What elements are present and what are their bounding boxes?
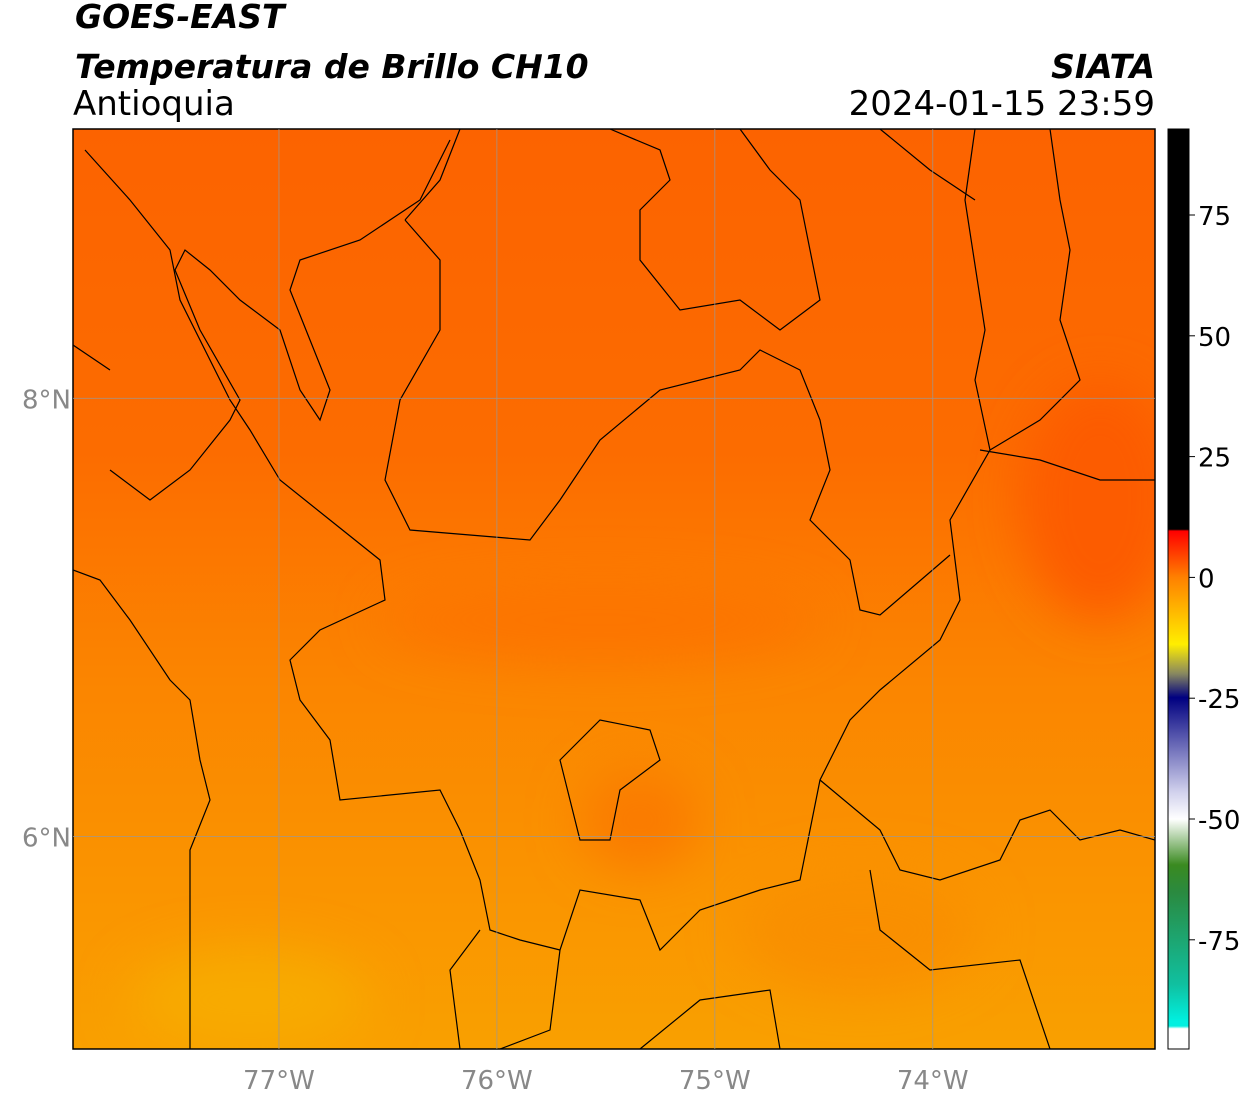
map-frame: [72, 128, 1156, 1050]
y-tick-label: 6°N: [22, 824, 71, 854]
colorbar-tick-label: -25: [1198, 685, 1240, 715]
source: SIATA: [1051, 47, 1155, 86]
x-tick-label: 76°W: [461, 1066, 533, 1096]
colorbar-tick-label: -75: [1198, 927, 1240, 957]
x-tick-label: 77°W: [243, 1066, 315, 1096]
colorbar: [1167, 128, 1190, 1050]
colorbar-tick-label: 50: [1198, 323, 1231, 353]
y-tick-label: 8°N: [22, 385, 71, 415]
colorbar-tick-label: 0: [1198, 564, 1215, 594]
subtitle: Temperatura de Brillo CH10: [75, 47, 589, 86]
boundaries: [73, 129, 1155, 1049]
colorbar-tick-label: 75: [1198, 202, 1231, 232]
map-area: [73, 129, 1155, 1049]
colorbar-tick-label: -50: [1198, 806, 1240, 836]
region: Antioquia: [73, 84, 235, 124]
field-patches: [130, 380, 1155, 1049]
x-tick-label: 75°W: [679, 1066, 751, 1096]
timestamp: 2024-01-15 23:59: [849, 84, 1155, 124]
x-tick-label: 74°W: [897, 1066, 969, 1096]
title: GOES-EAST: [75, 0, 287, 36]
colorbar-tick-label: 25: [1198, 444, 1231, 474]
